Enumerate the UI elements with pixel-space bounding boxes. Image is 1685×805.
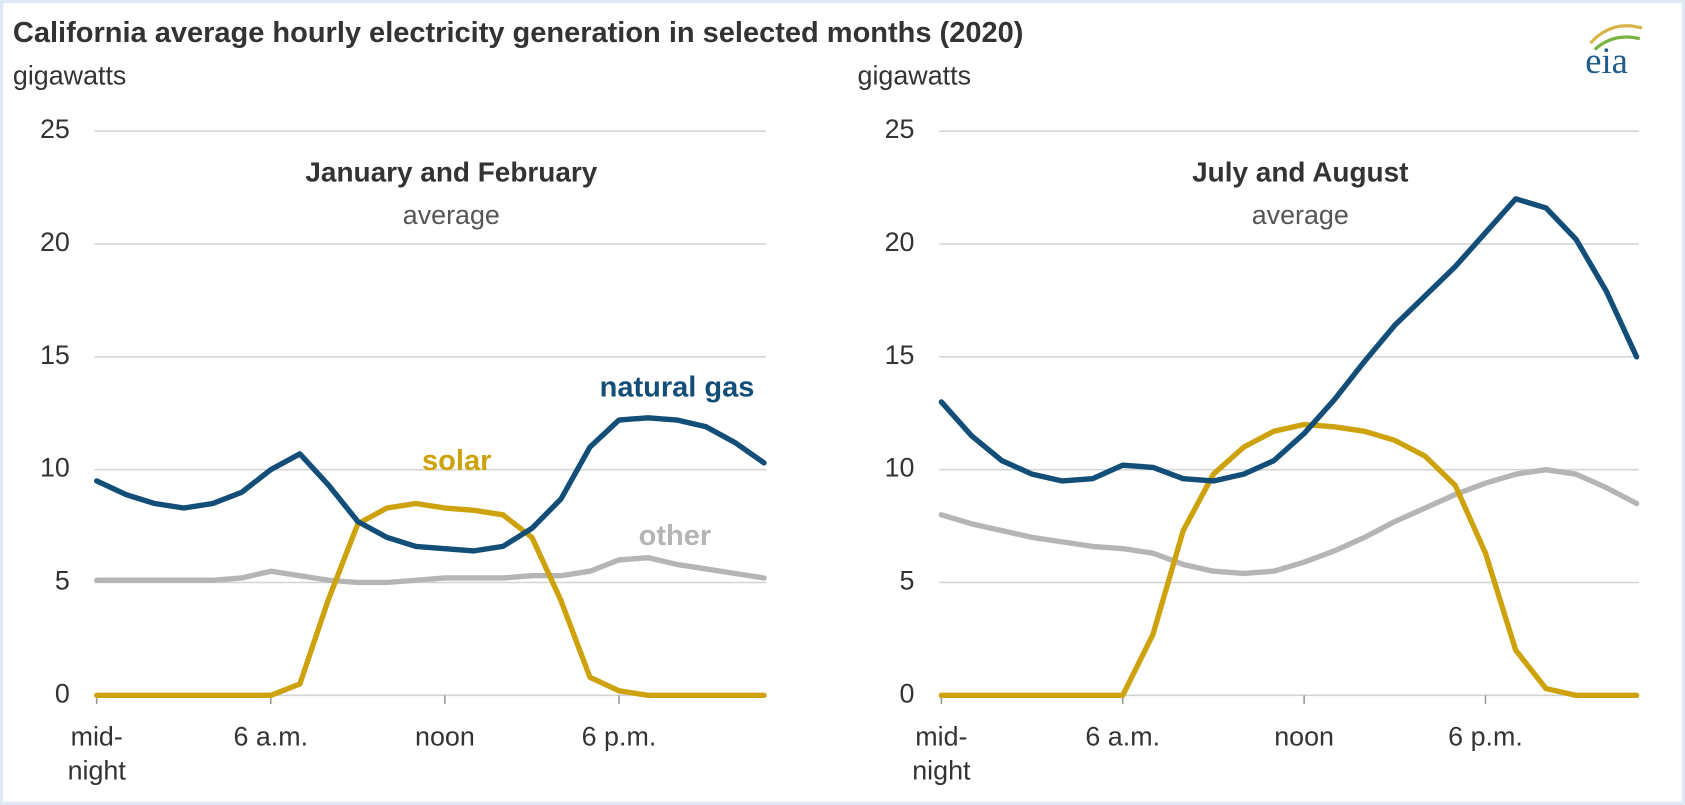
y-tick-label: 0: [900, 678, 915, 708]
x-tick-label-line: 6 p.m.: [1448, 721, 1523, 751]
x-tick-label-line: mid-: [71, 721, 123, 751]
x-tick-label-line: night: [912, 756, 971, 786]
series-line: [938, 196, 1640, 484]
panel-title: January and February: [305, 157, 597, 188]
x-tick-label: 6 a.m.: [233, 721, 308, 751]
x-tick-label-line: 6 p.m.: [582, 721, 657, 751]
series-line: [938, 421, 1640, 699]
y-axis-label: gigawatts: [858, 61, 971, 91]
panel-subtitle: average: [403, 200, 500, 230]
series-line: [94, 500, 767, 699]
y-tick-label: 25: [885, 114, 915, 144]
series-line: [94, 554, 767, 586]
series-line: [94, 415, 767, 554]
y-tick-label: 10: [885, 453, 915, 483]
x-tick-label: noon: [415, 721, 475, 751]
x-tick-label-line: 6 a.m.: [1085, 721, 1160, 751]
y-axis-label: gigawatts: [13, 61, 126, 91]
y-tick-label: 15: [40, 340, 70, 370]
y-tick-label: 20: [40, 227, 70, 257]
chart-title: California average hourly electricity ge…: [13, 17, 1023, 49]
logo-arc: [1593, 35, 1641, 51]
x-tick-label: mid-night: [912, 721, 971, 785]
series-line: [938, 466, 1640, 577]
x-tick-label: 6 p.m.: [1448, 721, 1523, 751]
y-tick-label: 5: [55, 566, 70, 596]
x-tick-label-line: noon: [415, 721, 475, 751]
logo-text: eia: [1585, 40, 1628, 81]
x-tick-label: mid-night: [68, 721, 127, 785]
x-tick-label: 6 a.m.: [1085, 721, 1160, 751]
y-tick-label: 5: [900, 566, 915, 596]
logo-arc: [1589, 24, 1643, 45]
y-tick-label: 10: [40, 453, 70, 483]
panel-title: July and August: [1192, 157, 1408, 188]
series-label: natural gas: [600, 372, 755, 404]
y-tick-label: 15: [885, 340, 915, 370]
x-tick-label-line: 6 a.m.: [233, 721, 308, 751]
series-label: solar: [422, 445, 491, 477]
panel-subtitle: average: [1252, 200, 1349, 230]
x-tick-label: 6 p.m.: [582, 721, 657, 751]
x-tick-label-line: noon: [1274, 721, 1334, 751]
x-tick-label: noon: [1274, 721, 1334, 751]
x-tick-label-line: mid-: [915, 721, 967, 751]
x-tick-label-line: night: [68, 756, 127, 786]
y-tick-label: 20: [885, 227, 915, 257]
y-tick-label: 25: [40, 114, 70, 144]
logo: eia: [1585, 24, 1643, 81]
series-label: other: [639, 520, 712, 552]
y-tick-label: 0: [55, 678, 70, 708]
